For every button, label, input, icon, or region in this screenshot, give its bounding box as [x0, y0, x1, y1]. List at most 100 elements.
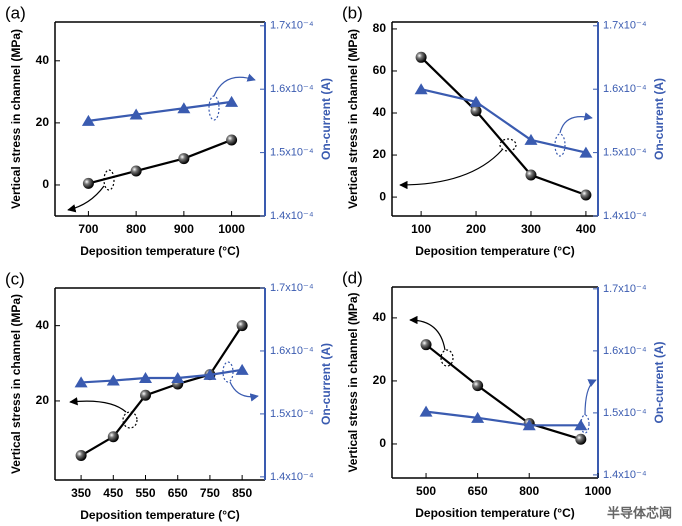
series-line: [80, 325, 244, 457]
x-tick-label: 800: [126, 222, 146, 236]
panel-label: (b): [342, 3, 363, 22]
series-line: [425, 410, 581, 427]
sphere-marker: [130, 165, 142, 177]
y2-tick-label: 1.7x10⁻⁴: [270, 282, 314, 294]
sphere-marker: [178, 153, 190, 165]
triangle-marker: [74, 376, 88, 388]
triangle-marker: [203, 368, 217, 380]
triangle-marker: [419, 405, 433, 417]
y2-tick-label: 1.5x10⁻⁴: [270, 408, 314, 420]
y2-tick-label: 1.4x10⁻⁴: [603, 210, 647, 222]
sphere-marker: [470, 105, 482, 117]
x-tick-label: 800: [519, 484, 539, 498]
triangle-marker: [579, 146, 593, 158]
sphere-marker: [415, 51, 427, 63]
x-axis-title: Deposition temperature (°C): [415, 244, 574, 258]
y-tick-label: 0: [42, 177, 49, 191]
series-line: [425, 343, 582, 441]
y-tick-label: 20: [373, 373, 387, 387]
triangle-marker: [235, 363, 249, 375]
x-tick-label: 200: [466, 222, 486, 236]
x-tick-label: 550: [135, 486, 155, 500]
triangle-marker: [469, 95, 483, 107]
triangle-marker: [177, 102, 191, 114]
y2-tick-label: 1.4x10⁻⁴: [270, 210, 314, 222]
x-tick-label: 650: [168, 486, 188, 500]
sphere-marker: [420, 339, 432, 351]
y2-tick-label: 1.5x10⁻⁴: [603, 147, 647, 159]
y2-tick-label: 1.7x10⁻⁴: [603, 283, 647, 295]
triangle-marker: [522, 419, 536, 431]
y-tick-label: 40: [373, 310, 387, 324]
y-axis-title: Vertical stress in channel (MPa): [9, 29, 23, 209]
series-line: [420, 88, 587, 154]
y2-tick-label: 1.6x10⁻⁴: [270, 345, 314, 357]
panel: 700 800 900 1000 0 20 40 1.4x10⁻⁴ 1.5x10⁻⁴ 1.6x10…: [5, 3, 333, 258]
sphere-marker: [82, 177, 94, 189]
panel: 100 200 300 400 0 20 40 60 80 1.4x10⁻⁴ 1.5x10⁻⁴ 1.6…: [342, 3, 666, 258]
sphere-marker: [140, 389, 152, 401]
x-tick-label: 1000: [585, 484, 612, 498]
panel: 350 450 550 650 750 850 20 40 1.4x10⁻⁴ 1.5x10⁻⁴ 1.…: [5, 269, 333, 522]
y-tick-label: 40: [36, 53, 50, 67]
y-tick-label: 40: [373, 105, 387, 119]
triangle-marker: [574, 419, 588, 431]
sphere-marker: [580, 189, 592, 201]
y-tick-label: 0: [379, 189, 386, 203]
y2-tick-label: 1.7x10⁻⁴: [270, 20, 314, 32]
triangle-marker: [106, 374, 120, 386]
y2-tick-label: 1.7x10⁻⁴: [603, 20, 647, 32]
x-tick-label: 500: [416, 484, 436, 498]
x-tick-label: 400: [576, 222, 596, 236]
y-axis-title: Vertical stress in channel (MPa): [9, 294, 23, 474]
x-tick-label: 450: [103, 486, 123, 500]
panel-label: (d): [342, 268, 363, 287]
triangle-marker: [414, 83, 428, 95]
series-line: [420, 56, 587, 197]
triangle-marker: [524, 133, 538, 145]
y2-tick-label: 1.6x10⁻⁴: [603, 345, 647, 357]
x-tick-label: 700: [78, 222, 98, 236]
sphere-marker: [472, 380, 484, 392]
triangle-marker: [81, 114, 95, 126]
x-tick-label: 850: [232, 486, 252, 500]
y-axis-title: Vertical stress in channel (MPa): [346, 292, 360, 472]
x-tick-label: 1000: [218, 222, 245, 236]
x-tick-label: 100: [411, 222, 431, 236]
watermark: 半导体芯闻: [607, 505, 672, 520]
y-tick-label: 40: [36, 318, 50, 332]
y2-tick-label: 1.5x10⁻⁴: [603, 407, 647, 419]
y-tick-label: 80: [373, 21, 387, 35]
x-axis-title: Deposition temperature (°C): [415, 506, 574, 520]
y2-axis-title: On-current (A): [652, 342, 666, 424]
x-tick-label: 300: [521, 222, 541, 236]
triangle-marker: [171, 372, 185, 384]
x-tick-label: 900: [174, 222, 194, 236]
triangle-marker: [471, 411, 485, 423]
y2-tick-label: 1.5x10⁻⁴: [270, 147, 314, 159]
y2-tick-label: 1.4x10⁻⁴: [270, 471, 314, 483]
y-tick-label: 0: [379, 436, 386, 450]
y2-tick-label: 1.6x10⁻⁴: [270, 83, 314, 95]
sphere-marker: [75, 450, 87, 462]
x-axis-title: Deposition temperature (°C): [80, 508, 239, 522]
panel: 500 650 800 1000 0 20 40 1.4x10⁻⁴ 1.5x10⁻⁴ 1.6x10…: [342, 268, 666, 520]
triangle-marker: [139, 372, 153, 384]
y2-tick-label: 1.6x10⁻⁴: [603, 83, 647, 95]
panel-label: (c): [5, 269, 25, 288]
x-tick-label: 650: [468, 484, 488, 498]
x-tick-label: 750: [200, 486, 220, 500]
sphere-marker: [525, 169, 537, 181]
y-axis-title: Vertical stress in channel (MPa): [346, 29, 360, 209]
sphere-marker: [236, 320, 248, 332]
y2-axis-title: On-current (A): [319, 78, 333, 160]
triangle-marker: [129, 108, 143, 120]
y-tick-label: 20: [36, 393, 50, 407]
y2-axis-title: On-current (A): [319, 343, 333, 425]
x-tick-label: 350: [71, 486, 91, 500]
y-tick-label: 20: [36, 115, 50, 129]
sphere-marker: [226, 134, 238, 146]
series-line: [88, 100, 232, 122]
sphere-marker: [575, 433, 587, 445]
